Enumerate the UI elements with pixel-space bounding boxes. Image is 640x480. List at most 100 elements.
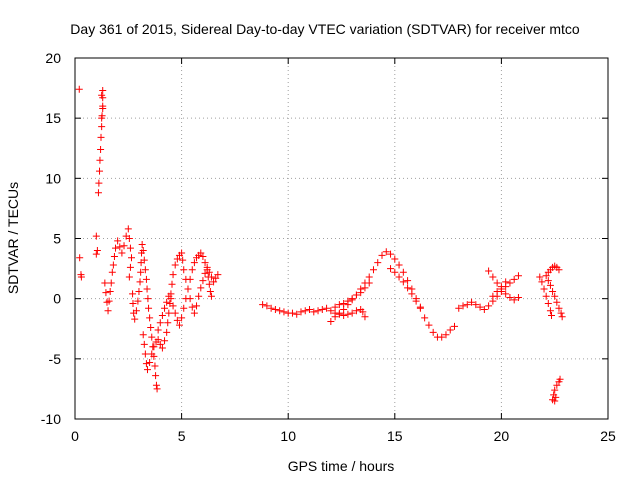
y-tick-label: -5 — [49, 351, 62, 367]
data-point — [156, 319, 164, 327]
series-hump-b — [331, 265, 424, 311]
data-point — [352, 307, 360, 315]
data-point — [557, 309, 565, 317]
data-point — [161, 304, 169, 312]
series-early — [101, 225, 135, 315]
data-point — [442, 331, 450, 339]
data-point — [132, 307, 140, 315]
y-tick-label: 5 — [53, 231, 61, 247]
data-point — [506, 293, 514, 301]
data-point — [120, 242, 128, 250]
data-point — [318, 305, 326, 313]
axis-ticks: 0 5 10 15 20 25 -10 -5 0 5 10 15 20 — [41, 50, 616, 444]
data-point — [214, 271, 222, 279]
x-tick-label: 20 — [494, 428, 510, 444]
y-tick-label: 10 — [45, 170, 61, 186]
data-point — [493, 287, 501, 295]
data-point — [335, 309, 343, 317]
data-point — [154, 326, 162, 334]
data-point — [544, 299, 552, 307]
x-tick-label: 0 — [71, 428, 79, 444]
data-point — [374, 259, 382, 267]
data-point — [502, 278, 510, 286]
data-point — [425, 321, 433, 329]
data-point — [179, 256, 187, 264]
data-point — [438, 333, 446, 341]
data-point — [99, 105, 107, 113]
data-point — [399, 278, 407, 286]
data-point — [502, 290, 510, 298]
data-point — [167, 295, 175, 303]
data-point — [497, 283, 505, 291]
data-point — [421, 314, 429, 322]
data-point — [408, 290, 416, 298]
data-point — [97, 133, 105, 141]
data-point — [404, 284, 412, 292]
data-point — [314, 307, 322, 315]
data-point — [207, 292, 215, 300]
data-point — [151, 362, 159, 370]
y-axis-label: SDTVAR / TECUs — [5, 182, 21, 294]
data-point — [110, 253, 118, 261]
data-point — [156, 340, 164, 348]
x-tick-label: 15 — [387, 428, 403, 444]
data-point — [195, 292, 203, 300]
data-point — [173, 255, 181, 263]
data-point — [263, 302, 271, 310]
data-point — [348, 309, 356, 317]
data-point — [276, 307, 284, 315]
data-point — [542, 292, 550, 300]
series-mid — [259, 301, 369, 321]
data-point — [485, 267, 493, 275]
data-point — [152, 372, 160, 380]
y-tick-label: 15 — [45, 110, 61, 126]
data-point — [551, 292, 559, 300]
data-point — [95, 179, 103, 187]
data-point — [506, 279, 514, 287]
data-point — [92, 250, 100, 258]
data-point — [463, 301, 471, 309]
data-point — [514, 293, 522, 301]
data-point — [138, 241, 146, 249]
data-point — [76, 254, 84, 262]
data-point — [129, 299, 137, 307]
data-point — [163, 298, 171, 306]
x-tick-label: 5 — [178, 428, 186, 444]
data-point — [98, 91, 106, 99]
data-point — [139, 247, 147, 255]
data-point — [203, 266, 211, 274]
data-point — [126, 263, 134, 271]
data-point — [555, 304, 563, 312]
data-point — [193, 302, 201, 310]
data-point — [197, 249, 205, 257]
data-point — [538, 278, 546, 286]
data-point — [555, 266, 563, 274]
data-point — [387, 250, 395, 258]
data-point — [142, 360, 150, 368]
data-point — [161, 337, 169, 345]
data-point — [558, 313, 566, 321]
data-point — [180, 304, 188, 312]
data-point — [140, 340, 148, 348]
data-point — [540, 285, 548, 293]
data-point — [108, 268, 116, 276]
data-point — [395, 261, 403, 269]
data-point — [544, 277, 552, 285]
data-point — [158, 312, 166, 320]
data-point — [164, 319, 172, 327]
data-point — [139, 331, 147, 339]
data-point — [331, 313, 339, 321]
data-point — [489, 292, 497, 300]
data-point — [551, 397, 559, 405]
data-point — [109, 261, 117, 269]
data-point — [188, 303, 196, 311]
data-point — [96, 167, 104, 175]
data-point — [178, 314, 186, 322]
data-point — [340, 305, 348, 313]
data-point — [310, 308, 318, 316]
data-point — [142, 275, 150, 283]
data-point — [205, 280, 213, 288]
data-point — [182, 295, 190, 303]
data-point — [158, 344, 166, 352]
